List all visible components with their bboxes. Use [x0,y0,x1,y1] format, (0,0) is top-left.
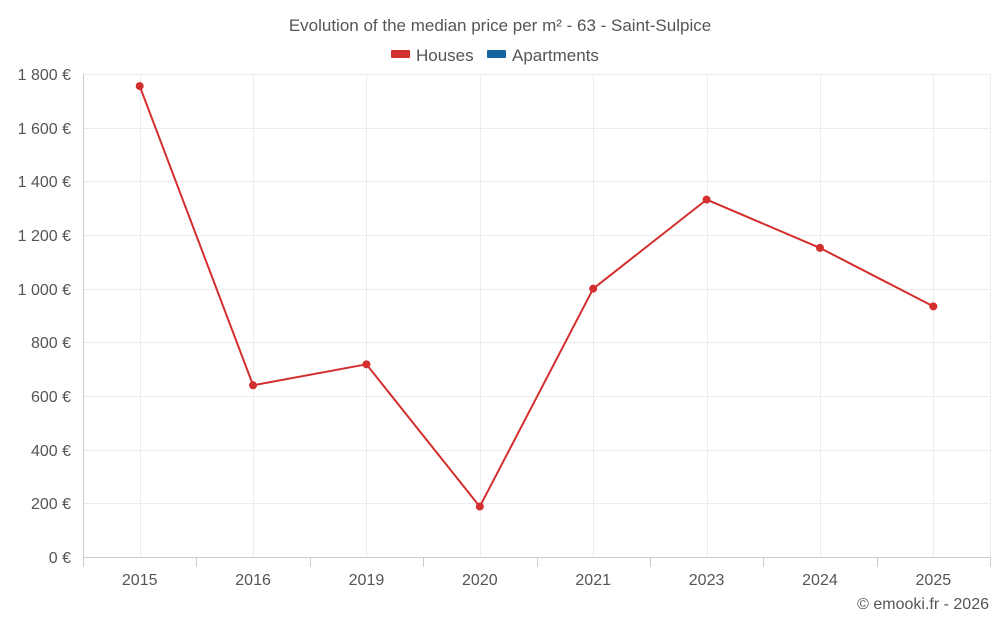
x-tick-label: 2024 [802,572,838,589]
series-houses [135,82,938,511]
legend-label-houses: Houses [416,46,474,65]
y-tick-label: 1 400 € [18,174,71,191]
x-tick-label: 2025 [916,572,952,589]
legend-item-apartments[interactable]: Apartments [487,46,599,65]
y-axis: 0 € 200 € 400 € 600 € 800 € 1 000 € 1 200 € 1 4… [18,67,71,567]
x-tick-label: 2019 [349,572,385,589]
data-point [475,502,484,511]
x-tick-label: 2023 [689,572,725,589]
y-tick-label: 1 800 € [18,67,71,84]
data-point [702,195,711,204]
data-point [589,284,598,293]
chart-title: Evolution of the median price per m² - 6… [289,16,711,35]
y-tick-label: 1 000 € [18,282,71,299]
y-tick-label: 800 € [31,335,71,352]
data-point [362,360,371,369]
y-tick-label: 1 600 € [18,121,71,138]
y-tick-label: 600 € [31,389,71,406]
y-tick-label: 400 € [31,443,71,460]
y-tick-label: 1 200 € [18,228,71,245]
x-tick-label: 2016 [235,572,271,589]
legend-swatch-apartments [487,50,506,58]
credit-text: © emooki.fr - 2026 [857,596,989,613]
x-tick-label: 2015 [122,572,158,589]
grid [83,74,991,557]
data-point [815,243,824,252]
x-axis: 2015 2016 2019 2020 2021 2023 2024 2025 [83,74,991,589]
x-tick-label: 2021 [575,572,611,589]
data-point [249,381,258,390]
data-point [135,82,144,91]
data-point [929,302,938,311]
legend-swatch-houses [391,50,410,58]
y-tick-label: 0 € [49,550,71,567]
legend-item-houses[interactable]: Houses [391,46,474,65]
series-line-houses [138,85,935,508]
legend[interactable]: Houses Apartments [391,46,599,65]
x-tick-label: 2020 [462,572,498,589]
legend-label-apartments: Apartments [512,46,599,65]
y-tick-label: 200 € [31,496,71,513]
